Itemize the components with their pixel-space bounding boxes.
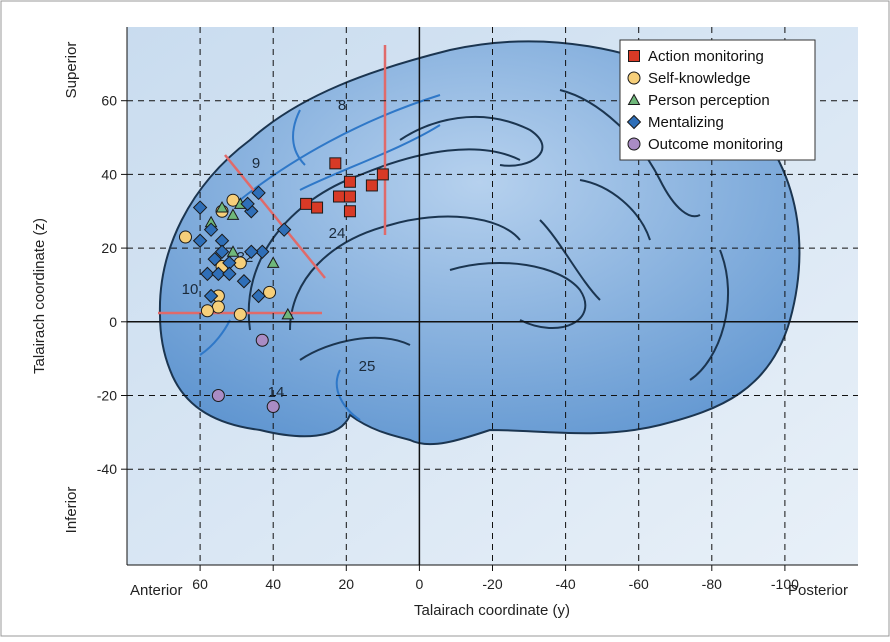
chart: 891024251432 Action monitoringSelf-knowl… <box>0 0 890 637</box>
legend-marker <box>628 138 640 150</box>
annotation: Inferior <box>63 487 80 534</box>
y-tick-label: 20 <box>101 240 117 256</box>
annotation: Superior <box>63 42 80 99</box>
region-label: 14 <box>268 384 285 401</box>
x-axis-label: Talairach coordinate (y) <box>414 602 570 619</box>
y-tick-label: -20 <box>97 387 117 403</box>
y-tick-label: -40 <box>97 461 117 477</box>
data-point <box>301 198 312 209</box>
data-point <box>256 334 268 346</box>
region-label: 24 <box>329 225 346 242</box>
data-point <box>267 401 279 413</box>
data-point <box>179 231 191 243</box>
legend-label: Mentalizing <box>648 114 724 131</box>
y-tick-label: 0 <box>109 314 117 330</box>
data-point <box>212 301 224 313</box>
x-tick-label: -80 <box>702 576 722 592</box>
data-point <box>377 169 388 180</box>
region-label: 9 <box>252 155 260 172</box>
legend-marker <box>629 51 640 62</box>
data-point <box>264 286 276 298</box>
x-tick-label: -60 <box>629 576 649 592</box>
x-tick-label: -20 <box>482 576 502 592</box>
data-point <box>333 191 344 202</box>
region-label: 8 <box>338 97 346 114</box>
y-tick-label: 40 <box>101 166 117 182</box>
legend-label: Action monitoring <box>648 48 764 65</box>
legend-label: Person perception <box>648 92 770 109</box>
data-point <box>344 176 355 187</box>
data-point <box>330 158 341 169</box>
region-label: 25 <box>359 358 376 375</box>
y-axis-label: Talairach coordinate (z) <box>31 218 48 374</box>
legend-marker <box>628 72 640 84</box>
data-point <box>201 305 213 317</box>
data-point <box>312 202 323 213</box>
y-tick-label: 60 <box>101 93 117 109</box>
legend-label: Self-knowledge <box>648 70 751 87</box>
x-tick-label: -40 <box>555 576 575 592</box>
legend-label: Outcome monitoring <box>648 136 783 153</box>
data-point <box>212 389 224 401</box>
x-tick-label: 0 <box>416 576 424 592</box>
x-tick-label: 20 <box>339 576 355 592</box>
annotation: Anterior <box>130 582 183 599</box>
data-point <box>344 191 355 202</box>
annotation: Posterior <box>788 582 848 599</box>
x-tick-label: 60 <box>192 576 208 592</box>
x-tick-label: 40 <box>265 576 281 592</box>
data-point <box>344 206 355 217</box>
region-label: 10 <box>182 281 199 298</box>
data-point <box>234 308 246 320</box>
data-point <box>366 180 377 191</box>
